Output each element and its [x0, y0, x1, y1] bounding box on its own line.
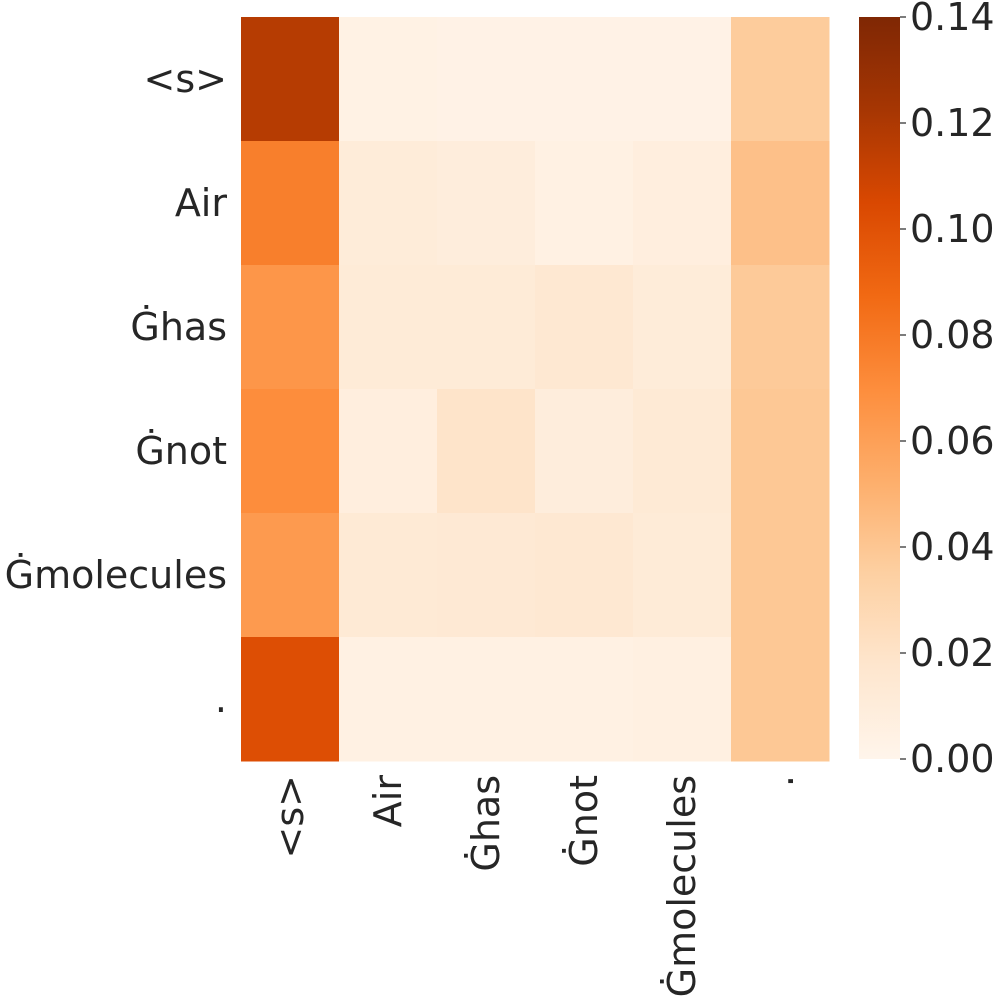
heatmap-cell [731, 513, 830, 638]
heatmap-cell [633, 389, 732, 514]
y-tick-label: . [215, 677, 227, 721]
heatmap-cell [437, 265, 536, 390]
heatmap-cell [535, 17, 634, 142]
colorbar-tick-label: 0.04 [910, 525, 995, 569]
heatmap-cell [731, 637, 830, 762]
heatmap-cell [241, 265, 340, 390]
y-tick-label: <s> [144, 57, 227, 101]
heatmap-cell [633, 265, 732, 390]
heatmap-cell [339, 513, 438, 638]
y-tick-label: Ġnot [135, 429, 227, 473]
heatmap-cell [437, 141, 536, 266]
heatmap-cell [731, 389, 830, 514]
y-axis-tick-labels: <s> Air Ġhas Ġnot Ġmolecules. [5, 57, 228, 721]
x-tick-label: . [758, 775, 802, 787]
heatmap-cell [535, 141, 634, 266]
heatmap-cell [437, 513, 536, 638]
heatmap-cell [731, 17, 830, 142]
heatmap-cell [535, 637, 634, 762]
heatmap-cell [339, 265, 438, 390]
colorbar-tick-label: 0.08 [910, 313, 995, 357]
x-tick-label: Air [366, 775, 410, 828]
heatmap-cell [633, 637, 732, 762]
heatmap-cell [535, 513, 634, 638]
colorbar-tick-labels: 0.00 0.02 0.04 0.06 0.08 0.10 0.12 0.14 [900, 0, 995, 781]
x-tick-label: <s> [268, 775, 312, 858]
heatmap-cell [633, 513, 732, 638]
heatmap-cell [731, 265, 830, 390]
heatmap-cell [241, 17, 340, 142]
colorbar-tick-label: 0.12 [910, 101, 995, 145]
heatmap-cell [633, 141, 732, 266]
colorbar-tick-label: 0.14 [910, 0, 995, 39]
heatmap-cell [633, 17, 732, 142]
colorbar [859, 17, 900, 759]
heatmap-cell [241, 389, 340, 514]
colorbar-tick-label: 0.00 [910, 737, 995, 781]
x-tick-label: Ġmolecules [660, 775, 704, 997]
colorbar-tick-label: 0.10 [910, 207, 995, 251]
heatmap-cell [241, 513, 340, 638]
heatmap-cell [339, 637, 438, 762]
y-tick-label: Ġhas [130, 305, 227, 349]
heatmap-cell [339, 389, 438, 514]
colorbar-tick-label: 0.06 [910, 419, 995, 463]
y-tick-label: Air [175, 181, 228, 225]
heatmap-cell [535, 389, 634, 514]
x-axis-tick-labels: <s> Air Ġhas Ġnot Ġmolecules. [268, 775, 802, 998]
heatmap-cell [437, 17, 536, 142]
heatmap-cell [241, 637, 340, 762]
y-tick-label: Ġmolecules [5, 553, 227, 597]
heatmap-cell [437, 637, 536, 762]
colorbar-tick-label: 0.02 [910, 631, 995, 675]
heatmap-cell [241, 141, 340, 266]
heatmap-cell [535, 265, 634, 390]
heatmap-cells [241, 17, 830, 762]
heatmap-cell [339, 17, 438, 142]
heatmap-cell [339, 141, 438, 266]
x-tick-label: Ġhas [464, 775, 508, 872]
x-tick-label: Ġnot [562, 775, 606, 867]
heatmap-cell [731, 141, 830, 266]
heatmap-cell [437, 389, 536, 514]
